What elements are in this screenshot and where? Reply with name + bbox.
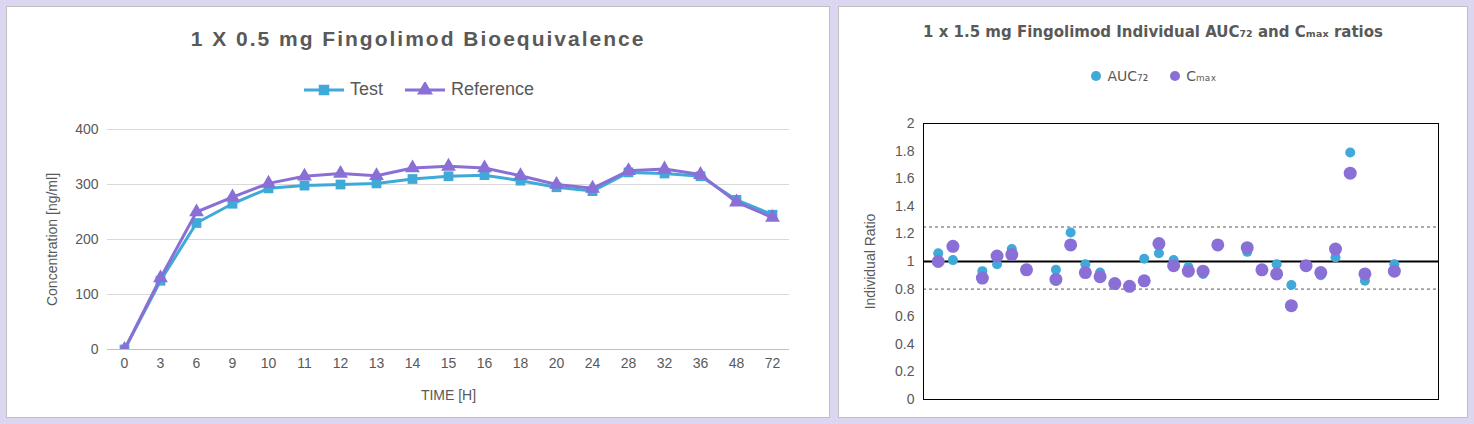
svg-text:10: 10 xyxy=(261,355,277,371)
svg-text:28: 28 xyxy=(621,355,637,371)
svg-text:1.4: 1.4 xyxy=(895,198,915,214)
svg-text:72: 72 xyxy=(765,355,781,371)
svg-text:0: 0 xyxy=(907,391,915,407)
svg-text:400: 400 xyxy=(75,121,99,137)
html-text:Test: Test xyxy=(350,79,383,99)
html-text:AUC₇₂: AUC₇₂ xyxy=(1107,68,1149,84)
html-text:Reference: Reference xyxy=(451,79,534,99)
svg-text:3: 3 xyxy=(157,355,165,371)
svg-text:14: 14 xyxy=(405,355,421,371)
svg-text:15: 15 xyxy=(441,355,457,371)
svg-text:36: 36 xyxy=(693,355,709,371)
svg-text:TIME [H]: TIME [H] xyxy=(421,387,476,403)
html-text:Cₘₐₓ: Cₘₐₓ xyxy=(1186,68,1217,84)
svg-text:0.6: 0.6 xyxy=(895,308,915,324)
svg-text:1.8: 1.8 xyxy=(895,143,915,159)
svg-text:11: 11 xyxy=(297,355,312,371)
svg-text:Concentration [ng/ml]: Concentration [ng/ml] xyxy=(44,173,60,306)
svg-text:32: 32 xyxy=(657,355,673,371)
svg-text:1: 1 xyxy=(907,253,915,269)
svg-text:0.2: 0.2 xyxy=(895,363,915,379)
svg-text:6: 6 xyxy=(193,355,201,371)
svg-text:200: 200 xyxy=(75,231,99,247)
svg-text:100: 100 xyxy=(75,286,99,302)
svg-text:24: 24 xyxy=(585,355,601,371)
svg-text:20: 20 xyxy=(549,355,565,371)
svg-text:48: 48 xyxy=(729,355,745,371)
svg-text:0.8: 0.8 xyxy=(895,281,915,297)
svg-text:13: 13 xyxy=(369,355,385,371)
html-text:1 X 0.5 mg Fingolimod Bioequiv: 1 X 0.5 mg Fingolimod Bioequivalence xyxy=(190,27,646,50)
svg-text:0.4: 0.4 xyxy=(895,336,915,352)
svg-text:18: 18 xyxy=(513,355,529,371)
svg-text:12: 12 xyxy=(333,355,349,371)
svg-text:0: 0 xyxy=(91,341,99,357)
svg-text:0: 0 xyxy=(121,355,129,371)
svg-text:2: 2 xyxy=(907,115,915,131)
svg-text:9: 9 xyxy=(229,355,237,371)
html-text:1 x 1.5 mg Fingolimod Individu: 1 x 1.5 mg Fingolimod Individual AUC₇₂ a… xyxy=(923,23,1383,41)
svg-text:1.2: 1.2 xyxy=(895,225,915,241)
svg-text:300: 300 xyxy=(75,176,99,192)
svg-text:16: 16 xyxy=(477,355,493,371)
svg-text:Individual Ratio: Individual Ratio xyxy=(862,213,878,309)
svg-text:1.6: 1.6 xyxy=(895,170,915,186)
